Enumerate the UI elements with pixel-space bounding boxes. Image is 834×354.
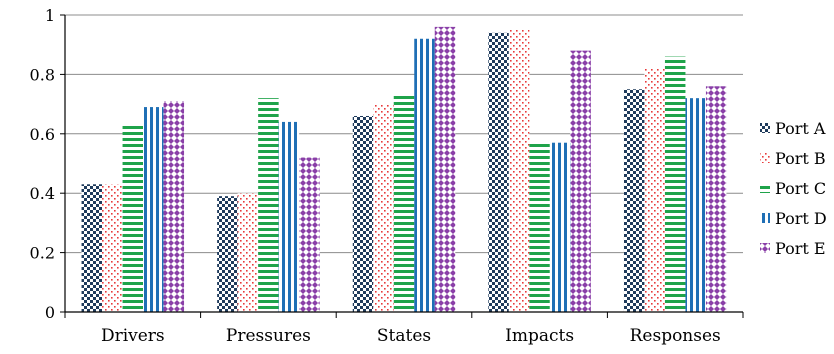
bar-port-e-responses [705,86,727,312]
bar-port-c-impacts [529,142,550,312]
x-tick-label: States [377,326,431,346]
bar-port-d-drivers [143,107,164,312]
bar-port-c-responses [664,56,686,312]
bars [81,26,727,313]
bar-port-c-states [393,95,415,312]
bar-port-b-drivers [102,184,123,312]
bar-port-b-responses [644,68,665,313]
bar-port-e-pressures [299,157,320,312]
legend-swatch [760,183,770,193]
x-tick-label: Drivers [101,326,165,346]
bar-port-e-drivers [163,101,185,312]
legend-swatch [760,153,770,163]
y-tick-label: 0.8 [30,65,55,84]
legend-swatch [760,123,770,133]
bar-port-c-pressures [258,98,279,312]
y-tick-label: 0.2 [30,244,55,263]
y-tick-label: 0 [45,303,55,322]
x-axis: Drivers Pressures States Impacts Responses [60,14,744,346]
bar-port-a-states [352,115,374,312]
legend-label: Port E [775,239,826,258]
bar-port-a-drivers [81,184,103,312]
legend-label: Port A [775,119,826,138]
bar-port-e-states [434,26,456,312]
bar-port-d-responses [685,98,706,312]
legend-swatch [760,243,770,253]
bar-port-b-impacts [508,29,530,312]
y-tick-label: 1 [45,6,55,25]
bar-port-a-impacts [488,32,509,312]
legend: Port A Port B Port C Port D Port E [760,119,827,258]
bar-port-d-pressures [278,121,300,312]
bar-port-e-impacts [570,50,591,312]
legend-label: Port B [775,149,826,168]
x-tick-label: Pressures [226,326,311,346]
bar-port-c-drivers [122,124,144,312]
y-axis-ticks: 0 0.2 0.4 0.6 0.8 1 [30,6,55,322]
bar-port-a-pressures [217,196,238,312]
legend-swatch [760,213,770,223]
x-tick-label: Impacts [505,326,574,346]
x-tick-label: Responses [630,326,721,346]
y-tick-label: 0.6 [30,125,55,144]
bar-port-d-states [414,38,435,312]
bar-port-a-responses [623,89,645,312]
y-tick-label: 0.4 [30,184,55,203]
legend-label: Port D [775,209,827,228]
bar-port-b-pressures [237,193,259,312]
bar-port-d-impacts [549,142,571,312]
legend-label: Port C [775,179,826,198]
bar-port-b-states [373,104,394,312]
